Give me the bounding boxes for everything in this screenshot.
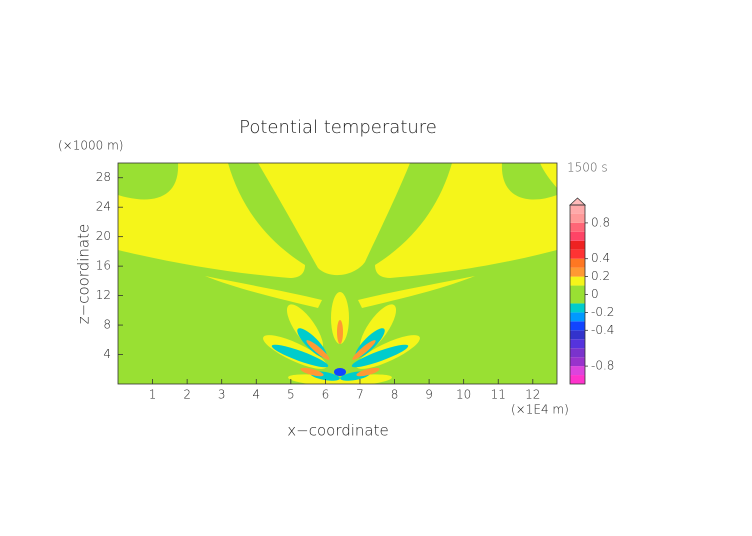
colorbar-tick-label: 0.2 [591,269,610,283]
x-tick-label: 6 [322,388,330,402]
x-tick-label: 11 [491,388,506,402]
x-tick-label: 12 [525,388,540,402]
x-tick-label: 9 [425,388,433,402]
x-tick-label: 3 [218,388,226,402]
contour-region [118,163,305,278]
colorbar-segment [570,348,585,358]
y-axis-label: z−coordinate [75,224,93,324]
colorbar-tick-label: -0.8 [591,359,614,373]
colorbar-segment [570,375,585,384]
colorbar-segment [570,357,585,367]
contour-region [540,163,557,188]
y-tick-label: 4 [103,347,111,361]
colorbar-segment [570,213,585,223]
contour-region [334,368,346,376]
contour-region [306,340,330,360]
contour-region [331,292,349,344]
y-tick-label: 16 [96,259,111,273]
colorbar-tick-label: -0.4 [591,323,614,337]
x-tick-label: 1 [149,388,157,402]
colorbar-segment [570,231,585,241]
y-tick-label: 24 [96,200,111,214]
colorbar-segment [570,267,585,277]
x-tick-label: 2 [183,388,191,402]
colorbar-segment [570,339,585,349]
colorbar-segment [570,330,585,340]
contour-region [205,276,322,308]
x-tick-label: 7 [356,388,364,402]
contour-region [300,367,324,377]
contour-region [375,163,557,278]
colorbar-segment [570,222,585,232]
colorbar-extension [568,197,587,206]
y-tick-label: 28 [96,170,111,184]
time-label: 1500 s [567,161,608,175]
colorbar-tick-label: 0 [591,287,599,301]
contour-region [258,163,410,276]
x-tick-label: 8 [391,388,399,402]
y-unit: (×1000 m) [58,139,123,153]
y-tick-label: 8 [103,318,111,332]
colorbar-segment [570,249,585,259]
contour-region [352,340,376,360]
colorbar-segment [570,258,585,268]
colorbar-segment [570,276,585,286]
colorbar-segment [570,205,585,214]
colorbar-segment [570,294,585,304]
colorbar-segment [570,285,585,295]
x-axis-label: x−coordinate [287,422,388,440]
y-tick-label: 12 [96,288,111,302]
colorbar-segment [570,303,585,313]
x-tick-label: 5 [287,388,295,402]
colorbar-tick-label: 0.8 [591,215,610,229]
contour-region [337,320,343,344]
colorbar-segment [570,240,585,250]
contour-region [356,367,380,377]
chart-title: Potential temperature [239,117,437,138]
colorbar-segment [570,321,585,331]
contour-region [271,344,329,368]
colorbar-segment [570,366,585,376]
contour-region [351,344,409,368]
x-tick-label: 10 [456,388,471,402]
y-tick-label: 20 [96,229,111,243]
plot-frame [117,162,558,385]
x-unit: (×1E4 m) [511,403,569,417]
colorbar-tick-label: 0.4 [591,251,610,265]
colorbar-tick-label: -0.2 [591,305,614,319]
contour-region [358,276,475,308]
x-tick-label: 4 [252,388,260,402]
colorbar-segment [570,312,585,322]
contour-field [118,163,557,384]
